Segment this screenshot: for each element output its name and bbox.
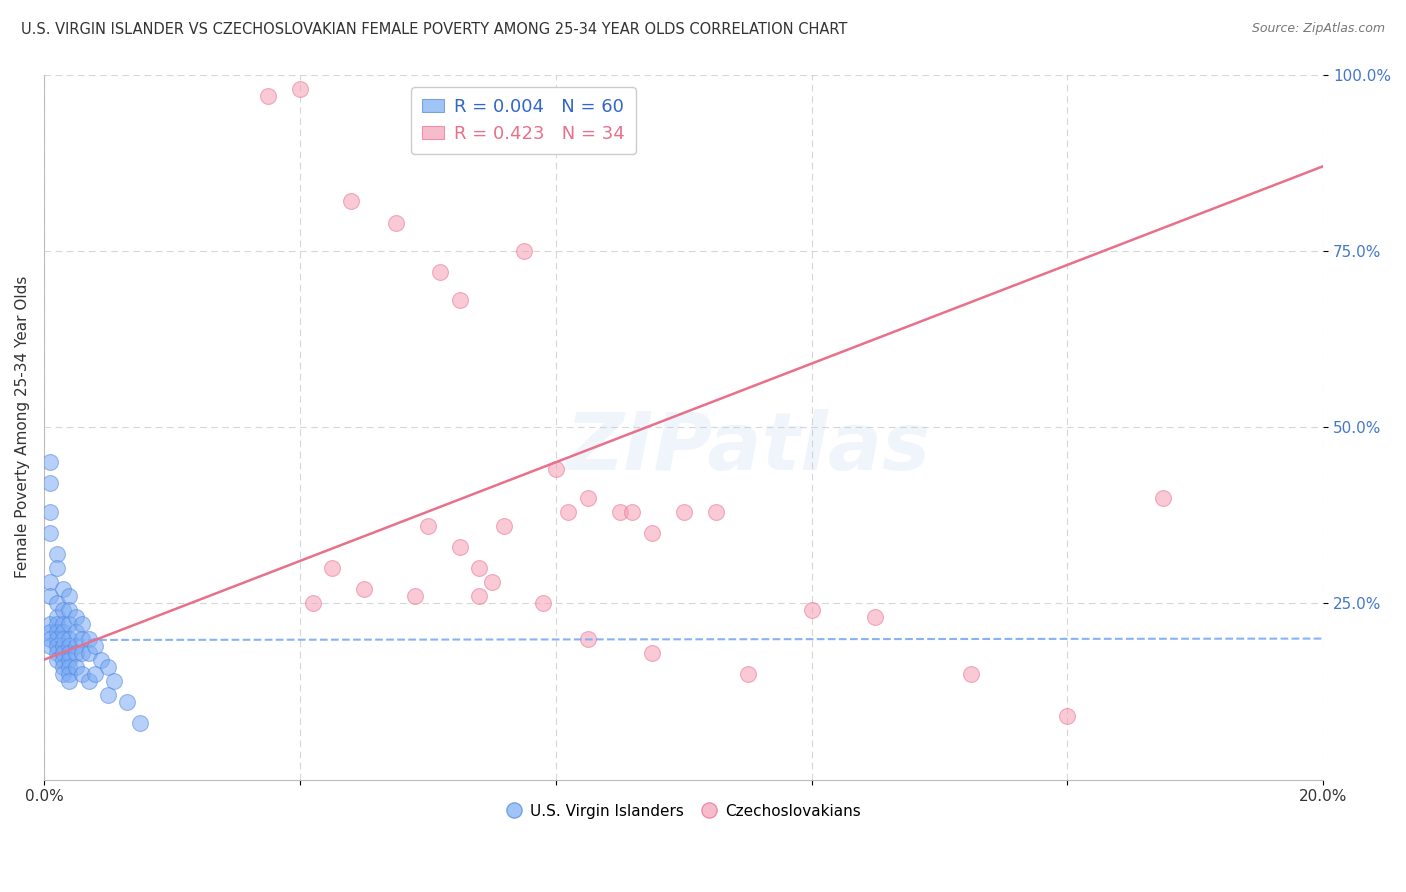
- Point: [58, 589, 80, 603]
- Point: [621, 505, 644, 519]
- Point: [45, 624, 67, 639]
- Y-axis label: Female Poverty Among 25-34 Year Olds: Female Poverty Among 25-34 Year Olds: [15, 276, 30, 578]
- Point: [77, 673, 100, 688]
- Point: [58, 660, 80, 674]
- Point: [97, 688, 120, 702]
- Point: [97, 660, 120, 674]
- Text: ZIPatlas: ZIPatlas: [565, 409, 929, 487]
- Point: [737, 666, 759, 681]
- Point: [72, 632, 94, 646]
- Point: [52, 582, 75, 597]
- Point: [609, 505, 631, 519]
- Point: [52, 639, 75, 653]
- Point: [58, 603, 80, 617]
- Point: [45, 547, 67, 561]
- Point: [340, 194, 363, 209]
- Point: [84, 666, 107, 681]
- Point: [58, 666, 80, 681]
- Point: [960, 666, 983, 681]
- Point: [52, 646, 75, 660]
- Point: [481, 575, 503, 590]
- Point: [103, 673, 125, 688]
- Point: [77, 632, 100, 646]
- Point: [65, 646, 87, 660]
- Point: [39, 525, 62, 540]
- Point: [301, 596, 323, 610]
- Point: [640, 525, 662, 540]
- Point: [353, 582, 375, 597]
- Point: [52, 603, 75, 617]
- Point: [128, 716, 150, 731]
- Point: [115, 695, 138, 709]
- Point: [45, 632, 67, 646]
- Point: [704, 505, 727, 519]
- Point: [256, 88, 278, 103]
- Point: [58, 617, 80, 632]
- Point: [39, 505, 62, 519]
- Point: [58, 639, 80, 653]
- Point: [39, 632, 62, 646]
- Point: [39, 455, 62, 469]
- Point: [45, 646, 67, 660]
- Point: [429, 265, 451, 279]
- Point: [58, 632, 80, 646]
- Point: [52, 653, 75, 667]
- Point: [65, 610, 87, 624]
- Point: [45, 596, 67, 610]
- Point: [72, 617, 94, 632]
- Point: [416, 518, 439, 533]
- Point: [321, 561, 343, 575]
- Legend: U.S. Virgin Islanders, Czechoslovakians: U.S. Virgin Islanders, Czechoslovakians: [501, 797, 866, 825]
- Point: [52, 666, 75, 681]
- Point: [576, 491, 599, 505]
- Point: [65, 639, 87, 653]
- Point: [58, 646, 80, 660]
- Point: [39, 624, 62, 639]
- Point: [557, 505, 579, 519]
- Point: [544, 462, 567, 476]
- Point: [39, 589, 62, 603]
- Point: [45, 610, 67, 624]
- Point: [65, 660, 87, 674]
- Point: [384, 216, 406, 230]
- Point: [800, 603, 823, 617]
- Text: Source: ZipAtlas.com: Source: ZipAtlas.com: [1251, 22, 1385, 36]
- Point: [449, 540, 471, 554]
- Point: [494, 518, 516, 533]
- Point: [45, 561, 67, 575]
- Text: U.S. VIRGIN ISLANDER VS CZECHOSLOVAKIAN FEMALE POVERTY AMONG 25-34 YEAR OLDS COR: U.S. VIRGIN ISLANDER VS CZECHOSLOVAKIAN …: [21, 22, 848, 37]
- Point: [58, 653, 80, 667]
- Point: [39, 575, 62, 590]
- Point: [468, 561, 491, 575]
- Point: [672, 505, 695, 519]
- Point: [39, 617, 62, 632]
- Point: [468, 589, 491, 603]
- Point: [65, 624, 87, 639]
- Point: [45, 639, 67, 653]
- Point: [45, 617, 67, 632]
- Point: [52, 624, 75, 639]
- Point: [640, 646, 662, 660]
- Point: [84, 639, 107, 653]
- Point: [72, 646, 94, 660]
- Point: [512, 244, 534, 258]
- Point: [404, 589, 426, 603]
- Point: [1152, 491, 1174, 505]
- Point: [1056, 709, 1078, 723]
- Point: [90, 653, 112, 667]
- Point: [52, 632, 75, 646]
- Point: [288, 81, 311, 95]
- Point: [449, 293, 471, 307]
- Point: [39, 476, 62, 491]
- Point: [531, 596, 554, 610]
- Point: [58, 673, 80, 688]
- Point: [39, 639, 62, 653]
- Point: [52, 617, 75, 632]
- Point: [45, 653, 67, 667]
- Point: [77, 646, 100, 660]
- Point: [865, 610, 887, 624]
- Point: [52, 660, 75, 674]
- Point: [576, 632, 599, 646]
- Point: [72, 666, 94, 681]
